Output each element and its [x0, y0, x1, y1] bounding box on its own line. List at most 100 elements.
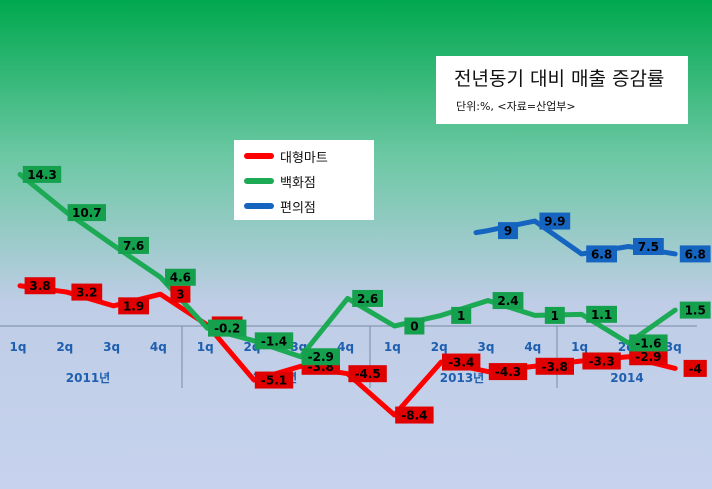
data-label-text: 4.6 — [170, 271, 191, 285]
data-label-dept: 1 — [544, 306, 565, 324]
data-label-mart: -4 — [683, 359, 707, 377]
data-label-box — [629, 334, 668, 352]
data-label-box — [683, 359, 707, 377]
data-label-box — [629, 348, 668, 366]
x-tick-label: 3q — [665, 340, 682, 354]
data-label-box — [544, 306, 565, 324]
data-label-box — [679, 245, 711, 263]
data-label-box — [492, 292, 524, 310]
series-line-dept — [17, 171, 678, 360]
data-label-box — [488, 363, 528, 381]
data-label-mart: -3.3 — [582, 352, 621, 370]
data-label-dept: -0.2 — [208, 319, 247, 337]
data-label-conv: 7.5 — [633, 238, 664, 255]
data-label-mart: -3.4 — [442, 353, 481, 371]
data-label-text: -3.8 — [542, 360, 568, 374]
data-label-dept: 7.6 — [118, 236, 149, 254]
data-label-dept: 1.1 — [586, 305, 617, 323]
data-label-text: 7.5 — [638, 240, 659, 254]
data-label-text: -0.2 — [214, 322, 240, 336]
x-tick-label: 2q — [56, 340, 73, 354]
data-label-text: -2.9 — [635, 350, 661, 364]
data-label-box — [586, 245, 617, 263]
data-label-box — [451, 306, 472, 324]
data-label-mart: 1.9 — [118, 297, 149, 315]
data-label-conv: 9 — [498, 222, 518, 240]
data-label-text: 1.5 — [685, 304, 706, 318]
data-label-box — [352, 289, 383, 307]
x-tick-label: 1q — [384, 340, 401, 354]
legend-swatch-conv — [244, 203, 274, 209]
data-label-text: -4 — [689, 362, 702, 376]
year-label: 2014 — [610, 371, 643, 385]
data-label-box — [404, 317, 425, 335]
data-label-text: 0 — [410, 320, 418, 334]
data-label-mart: -8.4 — [395, 406, 434, 424]
data-label-text: 2.4 — [497, 294, 518, 308]
data-label-box — [118, 297, 149, 315]
data-label-box — [208, 319, 247, 337]
data-label-text: 3.8 — [29, 279, 50, 293]
legend-label-mart: 대형마트 — [280, 151, 328, 166]
data-label-text: 14.3 — [27, 168, 57, 182]
data-label-text: 9 — [504, 224, 512, 238]
title-box: 전년동기 대비 매출 증감률 단위:%, <자료=산업부> — [436, 56, 688, 124]
data-label-text: -4.5 — [354, 367, 380, 381]
data-label-mart: -3.8 — [535, 357, 574, 375]
year-label: 2011년 — [66, 371, 110, 385]
legend-swatch-mart — [244, 153, 274, 159]
x-tick-label: 4q — [150, 340, 167, 354]
data-label-dept: 0 — [404, 317, 425, 335]
data-label-box — [582, 352, 621, 370]
data-label-text: 9.9 — [544, 215, 565, 229]
data-label-mart: -2.9 — [629, 348, 668, 366]
data-label-box — [442, 353, 481, 371]
x-tick-label: 3q — [478, 340, 495, 354]
data-label-mart: 3.2 — [71, 283, 103, 301]
data-label-text: 1 — [457, 309, 465, 323]
legend-swatch-dept — [244, 178, 274, 184]
data-label-mart: 3 — [170, 285, 191, 303]
data-label-text: 6.8 — [685, 247, 706, 261]
x-tick-label: 4q — [524, 340, 541, 354]
data-label-dept: -2.9 — [301, 348, 340, 366]
data-label-text: 6.8 — [591, 247, 612, 261]
chart-subtitle: 단위:%, <자료=산업부> — [456, 100, 576, 113]
data-label-box — [71, 283, 103, 301]
data-label-box — [67, 204, 106, 222]
legend-item-mart: 대형마트 — [244, 146, 372, 166]
data-label-text: -8.4 — [401, 409, 427, 423]
data-label-box — [22, 165, 62, 183]
data-label-box — [633, 238, 664, 255]
data-label-box — [395, 406, 434, 424]
x-tick-label: 3q — [103, 340, 120, 354]
data-label-text: -3.4 — [448, 356, 474, 370]
x-tick-label: 1q — [10, 340, 27, 354]
x-tick-label: 2q — [431, 340, 448, 354]
data-label-text: -1.6 — [635, 336, 661, 350]
data-label-text: 1.9 — [123, 299, 144, 313]
data-label-box — [170, 285, 191, 303]
data-label-text: -2.9 — [308, 350, 334, 364]
data-label-text: 1.1 — [591, 308, 612, 322]
data-label-text: 7.6 — [123, 239, 144, 253]
data-label-dept: 1.5 — [679, 301, 711, 319]
data-label-conv: 9.9 — [539, 212, 571, 230]
data-label-box — [535, 357, 574, 375]
data-label-dept: 2.4 — [492, 292, 524, 310]
data-label-dept: -1.4 — [254, 332, 294, 350]
data-label-dept: 1 — [451, 306, 472, 324]
data-label-dept: 10.7 — [67, 204, 106, 222]
data-label-mart: -4.3 — [488, 363, 528, 381]
data-label-text: 3.2 — [76, 286, 97, 300]
data-label-dept: -1.6 — [629, 334, 668, 352]
data-label-box — [165, 268, 196, 286]
legend-label-dept: 백화점 — [280, 176, 316, 191]
data-label-box — [254, 332, 294, 350]
data-label-text: 1 — [551, 309, 559, 323]
data-label-box — [118, 236, 149, 254]
data-label-text: 3 — [176, 288, 184, 302]
data-label-text: 10.7 — [72, 206, 102, 220]
legend: 대형마트 백화점 편의점 — [234, 140, 374, 220]
